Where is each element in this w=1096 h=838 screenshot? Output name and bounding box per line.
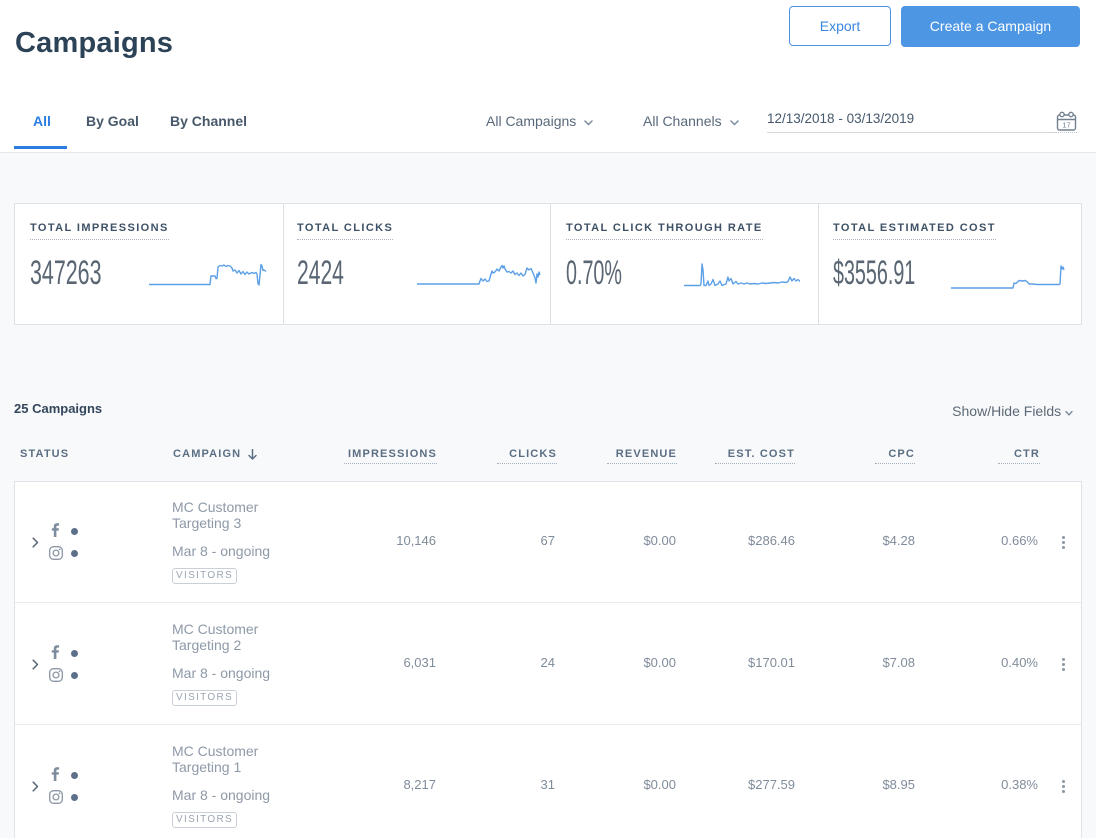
svg-text:17: 17 <box>1062 121 1070 130</box>
